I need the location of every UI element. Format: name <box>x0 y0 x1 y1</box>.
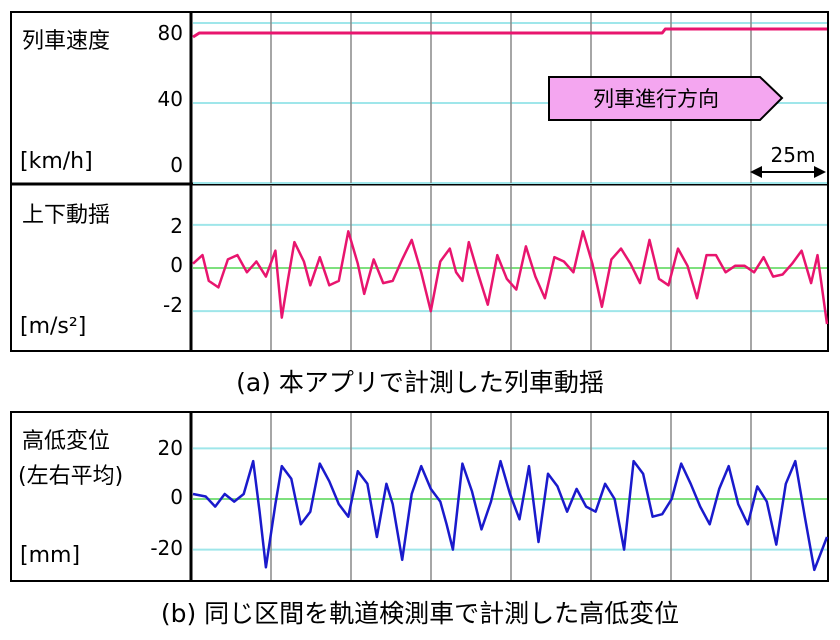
vibration-unit: [m/s²] <box>20 314 86 339</box>
geometry-ytick-label: 20 <box>158 436 183 460</box>
geometry-ytick-label: 0 <box>170 485 183 509</box>
vibration-ytick-label: -2 <box>163 293 183 317</box>
speed-ytick-label: 40 <box>158 87 183 111</box>
speed-title: 列車速度 <box>22 29 110 54</box>
speed-unit: [km/h] <box>20 149 93 174</box>
geometry-ytick-label: -20 <box>150 536 183 560</box>
caption-a: (a) 本アプリで計測した列車動揺 <box>236 368 604 397</box>
direction-label: 列車進行方向 <box>593 87 719 111</box>
panel-b-frame <box>10 411 829 582</box>
caption-b: (b) 同じ区間を軌道検測車で計測した高低変位 <box>161 599 679 628</box>
speed-ytick-label: 0 <box>170 153 183 177</box>
geometry-title: 高低変位 <box>22 429 110 454</box>
speed-series-line <box>192 27 827 39</box>
scale-label: 25m <box>771 143 816 167</box>
scale-left-arrow-icon <box>750 166 762 178</box>
direction-arrow-icon <box>548 76 784 121</box>
vibration-ytick-label: 0 <box>170 253 183 277</box>
geometry-unit: [mm] <box>20 543 80 568</box>
speed-ytick-label: 80 <box>158 21 183 45</box>
scale-right-arrow-icon <box>814 166 826 178</box>
vibration-ytick-label: 2 <box>170 214 183 238</box>
geometry-subtitle: (左右平均) <box>18 464 123 489</box>
geometry-series-line <box>192 459 829 572</box>
vibration-series-line <box>192 230 829 325</box>
vibration-title: 上下動揺 <box>22 203 110 228</box>
panel-a-frame <box>10 11 829 352</box>
